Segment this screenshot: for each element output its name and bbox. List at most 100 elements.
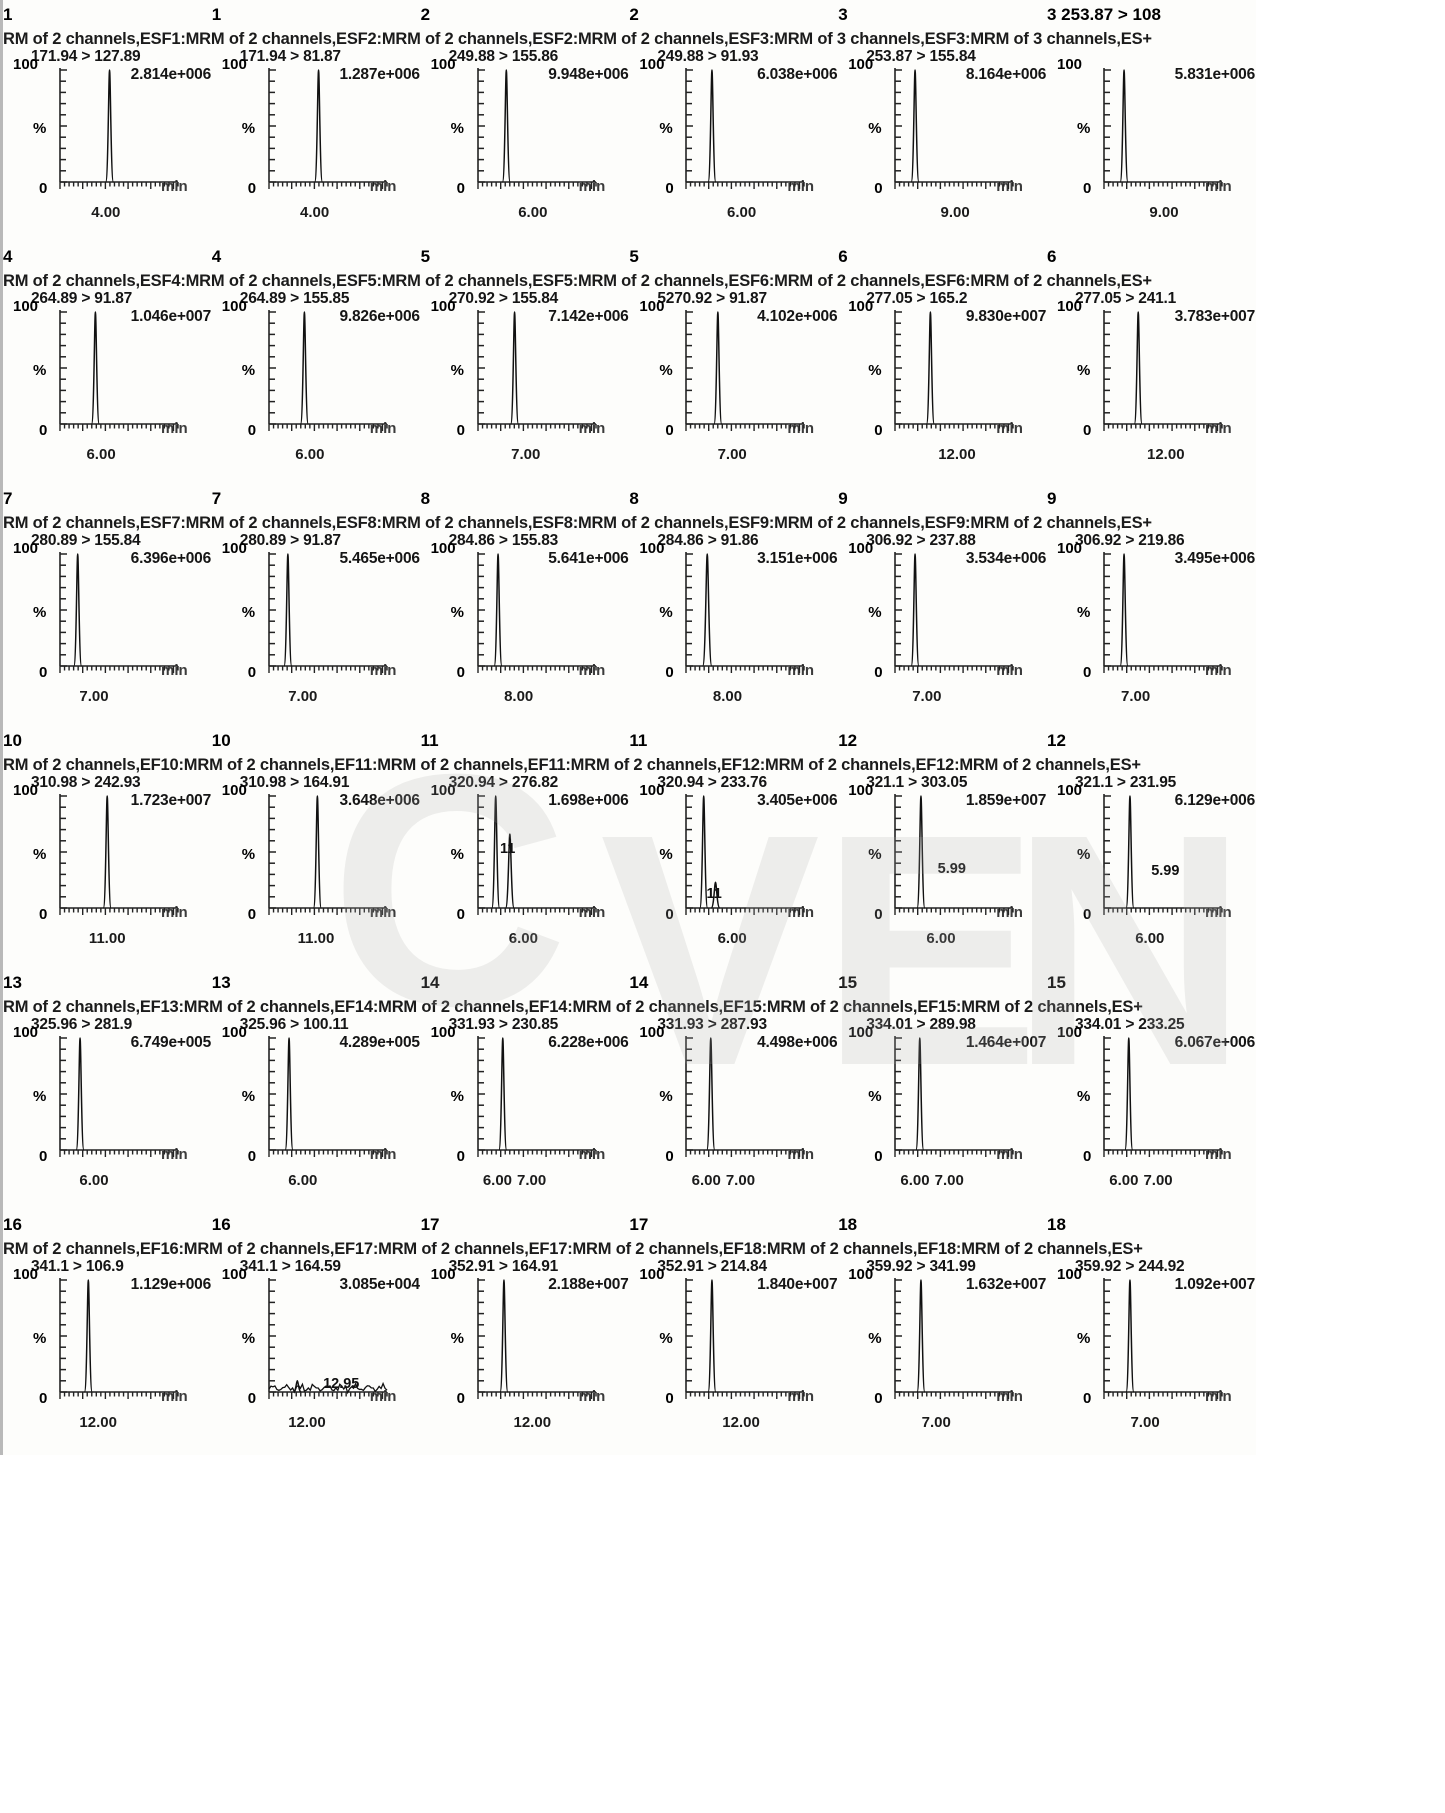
x-axis-tick-label: 12.00 [1147, 446, 1185, 463]
panel-index-label: 17 [420, 1215, 440, 1234]
chromatogram-trace [894, 552, 1014, 673]
chromatogram-trace [1103, 794, 1223, 915]
plot-area: 100% 0 min 6.00 [222, 298, 418, 463]
x-axis-tick-label: 6.00 [926, 930, 956, 947]
chromatogram-panel[interactable]: 17 352.91 > 164.91 2.188e+007 100% 0 min 12.00 [421, 1210, 630, 1452]
y-axis-top-label: 100 [221, 540, 247, 557]
chromatogram-panel[interactable]: 6 277.05 > 241.1 3.783e+007 100% 0 min 12.00 [1047, 242, 1256, 484]
panel-index-label: 4 [3, 247, 13, 266]
chromatogram-panel[interactable]: 3 253.87 > 108 5.831e+006 100% 0 min 9.00 [1047, 0, 1256, 242]
chromatogram-trace [685, 1036, 806, 1157]
mrm-transition-label: 284.86 > 91.86 [657, 532, 759, 549]
y-axis-percent-label: % [241, 846, 256, 863]
intensity-label: 6.228e+006 [548, 1034, 629, 1051]
panel-index-label: 14 [420, 973, 440, 992]
chromatogram-panel[interactable]: 4 264.89 > 91.87 1.046e+007 100% 0 min 6.00 [3, 242, 212, 484]
chromatogram-panel[interactable]: 15 334.01 > 233.25 6.067e+006 100% 0 min 6.00 7… [1047, 968, 1256, 1210]
intensity-label: 1.840e+007 [757, 1276, 838, 1293]
plot-area: 100% 0 min 7.00 [1057, 1266, 1253, 1431]
mrm-transition-label: 359.92 > 244.92 [1075, 1258, 1185, 1275]
chromatogram-panel[interactable]: 3 253.87 > 155.84 8.164e+006 100% 0 min 9.00 [838, 0, 1047, 242]
y-axis-top-label: 100 [221, 1266, 247, 1283]
chromatogram-panel[interactable]: 14 331.93 > 287.93 4.498e+006 100% 0 min 6.00 7… [629, 968, 838, 1210]
intensity-label: 6.038e+006 [757, 66, 838, 83]
y-axis-percent-label: % [659, 1088, 673, 1105]
y-axis-zero-label: 0 [665, 664, 674, 681]
y-axis-zero-label: 0 [665, 906, 674, 923]
intensity-label: 8.164e+006 [965, 66, 1047, 83]
chromatogram-panel[interactable]: 2 249.88 > 91.93 6.038e+006 100% 0 min 6.00 [629, 0, 838, 242]
chromatogram-trace [1103, 1036, 1223, 1157]
plot-area: 100% 0 min 11.00 [13, 782, 209, 947]
plot-area: 100% 0 min 7.00 [639, 298, 835, 463]
chromatogram-panel[interactable]: 7 280.89 > 91.87 5.465e+006 100% 0 min 7.00 [212, 484, 421, 726]
plot-area: 100% 0 min 4.00 [13, 56, 209, 221]
intensity-label: 6.129e+006 [1174, 792, 1256, 809]
chromatogram-panel[interactable]: 8 284.86 > 91.86 3.151e+006 100% 0 min 8.00 [629, 484, 838, 726]
mrm-transition-label: 280.89 > 155.84 [31, 532, 141, 549]
chromatogram-panel[interactable]: 14 331.93 > 230.85 6.228e+006 100% 0 min 6.00 7… [421, 968, 630, 1210]
chromatogram-panel[interactable]: 16 341.1 > 106.9 1.129e+006 100% 0 min 12.00 [3, 1210, 212, 1452]
chromatogram-panel[interactable]: 5 270.92 > 155.84 7.142e+006 100% 0 min 7.00 [421, 242, 630, 484]
intensity-label: 9.826e+006 [339, 308, 420, 325]
chromatogram-panel[interactable]: 2 249.88 > 155.86 9.948e+006 100% 0 min 6.00 [421, 0, 630, 242]
chromatogram-panel[interactable]: 5 5270.92 > 91.87 4.102e+006 100% 0 min 7.00 [629, 242, 838, 484]
chromatogram-panel[interactable]: 1 171.94 > 127.89 2.814e+006 100% 0 min 4.00 [3, 0, 212, 242]
panel-index-label: 2 [420, 5, 431, 24]
x-axis-tick-label: 9.00 [940, 204, 970, 221]
row-header-text: RM of 2 channels,EF13:MRM of 2 channels,… [3, 998, 1143, 1016]
intensity-label: 3.085e+004 [339, 1276, 420, 1293]
panel-index-label: 13 [211, 973, 231, 992]
y-axis-percent-label: % [450, 1330, 464, 1347]
mrm-transition-label: 249.88 > 91.93 [657, 48, 759, 65]
y-axis-zero-label: 0 [874, 664, 883, 681]
y-axis-zero-label: 0 [1083, 906, 1092, 923]
chromatogram-trace [685, 310, 806, 431]
mrm-transition-label: 310.98 > 242.93 [31, 774, 141, 791]
chromatogram-panel[interactable]: 11 320.94 > 276.82 1.698e+006 100% 0 min 6.00 1… [421, 726, 630, 968]
chromatogram-panel[interactable]: 16 341.1 > 164.59 3.085e+004 100% 0 min 12.00 1… [212, 1210, 421, 1452]
chromatogram-panel[interactable]: 10 310.98 > 164.91 3.648e+006 100% 0 min 11.00 [212, 726, 421, 968]
chromatogram-panel[interactable]: 4 264.89 > 155.85 9.826e+006 100% 0 min 6.00 [212, 242, 421, 484]
y-axis-zero-label: 0 [456, 1148, 465, 1165]
chromatogram-panel[interactable]: 8 284.86 > 155.83 5.641e+006 100% 0 min 8.00 [421, 484, 630, 726]
chromatogram-panel[interactable]: 6 277.05 > 165.2 9.830e+007 100% 0 min 12.00 [838, 242, 1047, 484]
chromatogram-panel[interactable]: 13 325.96 > 281.9 6.749e+005 100% 0 min 6.00 [3, 968, 212, 1210]
chromatogram-panel[interactable]: 7 280.89 > 155.84 6.396e+006 100% 0 min 7.00 [3, 484, 212, 726]
chromatogram-panel[interactable]: 1 171.94 > 81.87 1.287e+006 100% 0 min 4.00 [212, 0, 421, 242]
chromatogram-panel[interactable]: 12 321.1 > 231.95 6.129e+006 100% 0 min 6.00 5.… [1047, 726, 1256, 968]
y-axis-zero-label: 0 [39, 422, 48, 439]
chromatogram-trace [476, 552, 597, 673]
chromatogram-trace [267, 552, 388, 673]
chromatogram-panel[interactable]: 15 334.01 > 289.98 1.464e+007 100% 0 min 6.00 7… [838, 968, 1047, 1210]
panel-index-label: 6 [1047, 247, 1057, 266]
y-axis-percent-label: % [659, 120, 673, 137]
y-axis-percent-label: % [1077, 604, 1091, 621]
plot-area: 100% 0 min 6.00 [13, 1024, 209, 1189]
y-axis-top-label: 100 [1057, 1024, 1083, 1041]
panel-row: RM of 2 channels,EF10:MRM of 2 channels,… [3, 726, 1256, 968]
chromatogram-panel[interactable]: 17 352.91 > 214.84 1.840e+007 100% 0 min 12.00 [629, 1210, 838, 1452]
chromatogram-panel[interactable]: 12 321.1 > 303.05 1.859e+007 100% 0 min 6.00 5.… [838, 726, 1047, 968]
chromatogram-panel[interactable]: 18 359.92 > 244.92 1.092e+007 100% 0 min 7.00 [1047, 1210, 1256, 1452]
intensity-label: 5.831e+006 [1174, 66, 1256, 83]
intensity-label: 2.188e+007 [548, 1276, 629, 1293]
chromatogram-panel[interactable]: 9 306.92 > 219.86 3.495e+006 100% 0 min 7.00 [1047, 484, 1256, 726]
chromatogram-trace [476, 310, 597, 431]
intensity-label: 3.405e+006 [757, 792, 838, 809]
chromatogram-panel[interactable]: 10 310.98 > 242.93 1.723e+007 100% 0 min 11.00 [3, 726, 212, 968]
peak-annotation: 11 [706, 885, 722, 902]
y-axis-top-label: 100 [848, 1266, 874, 1283]
chromatogram-panel[interactable]: 13 325.96 > 100.11 4.289e+005 100% 0 min 6.00 [212, 968, 421, 1210]
intensity-label: 1.723e+007 [130, 792, 212, 809]
intensity-label: 1.464e+007 [965, 1034, 1047, 1051]
plot-area: 100% 0 min 6.00 7.00 [431, 1024, 627, 1189]
chromatogram-panel[interactable]: 18 359.92 > 341.99 1.632e+007 100% 0 min 7.00 [838, 1210, 1047, 1452]
chromatogram-panel[interactable]: 11 320.94 > 233.76 3.405e+006 100% 0 min 6.00 1… [629, 726, 838, 968]
x-axis-tick-label: 11.00 [297, 930, 335, 947]
mrm-transition-label: 320.94 > 276.82 [448, 774, 559, 791]
y-axis-top-label: 100 [1057, 56, 1083, 73]
y-axis-zero-label: 0 [39, 1390, 48, 1407]
chromatogram-panel[interactable]: 9 306.92 > 237.88 3.534e+006 100% 0 min 7.00 [838, 484, 1047, 726]
y-axis-percent-label: % [33, 604, 47, 621]
